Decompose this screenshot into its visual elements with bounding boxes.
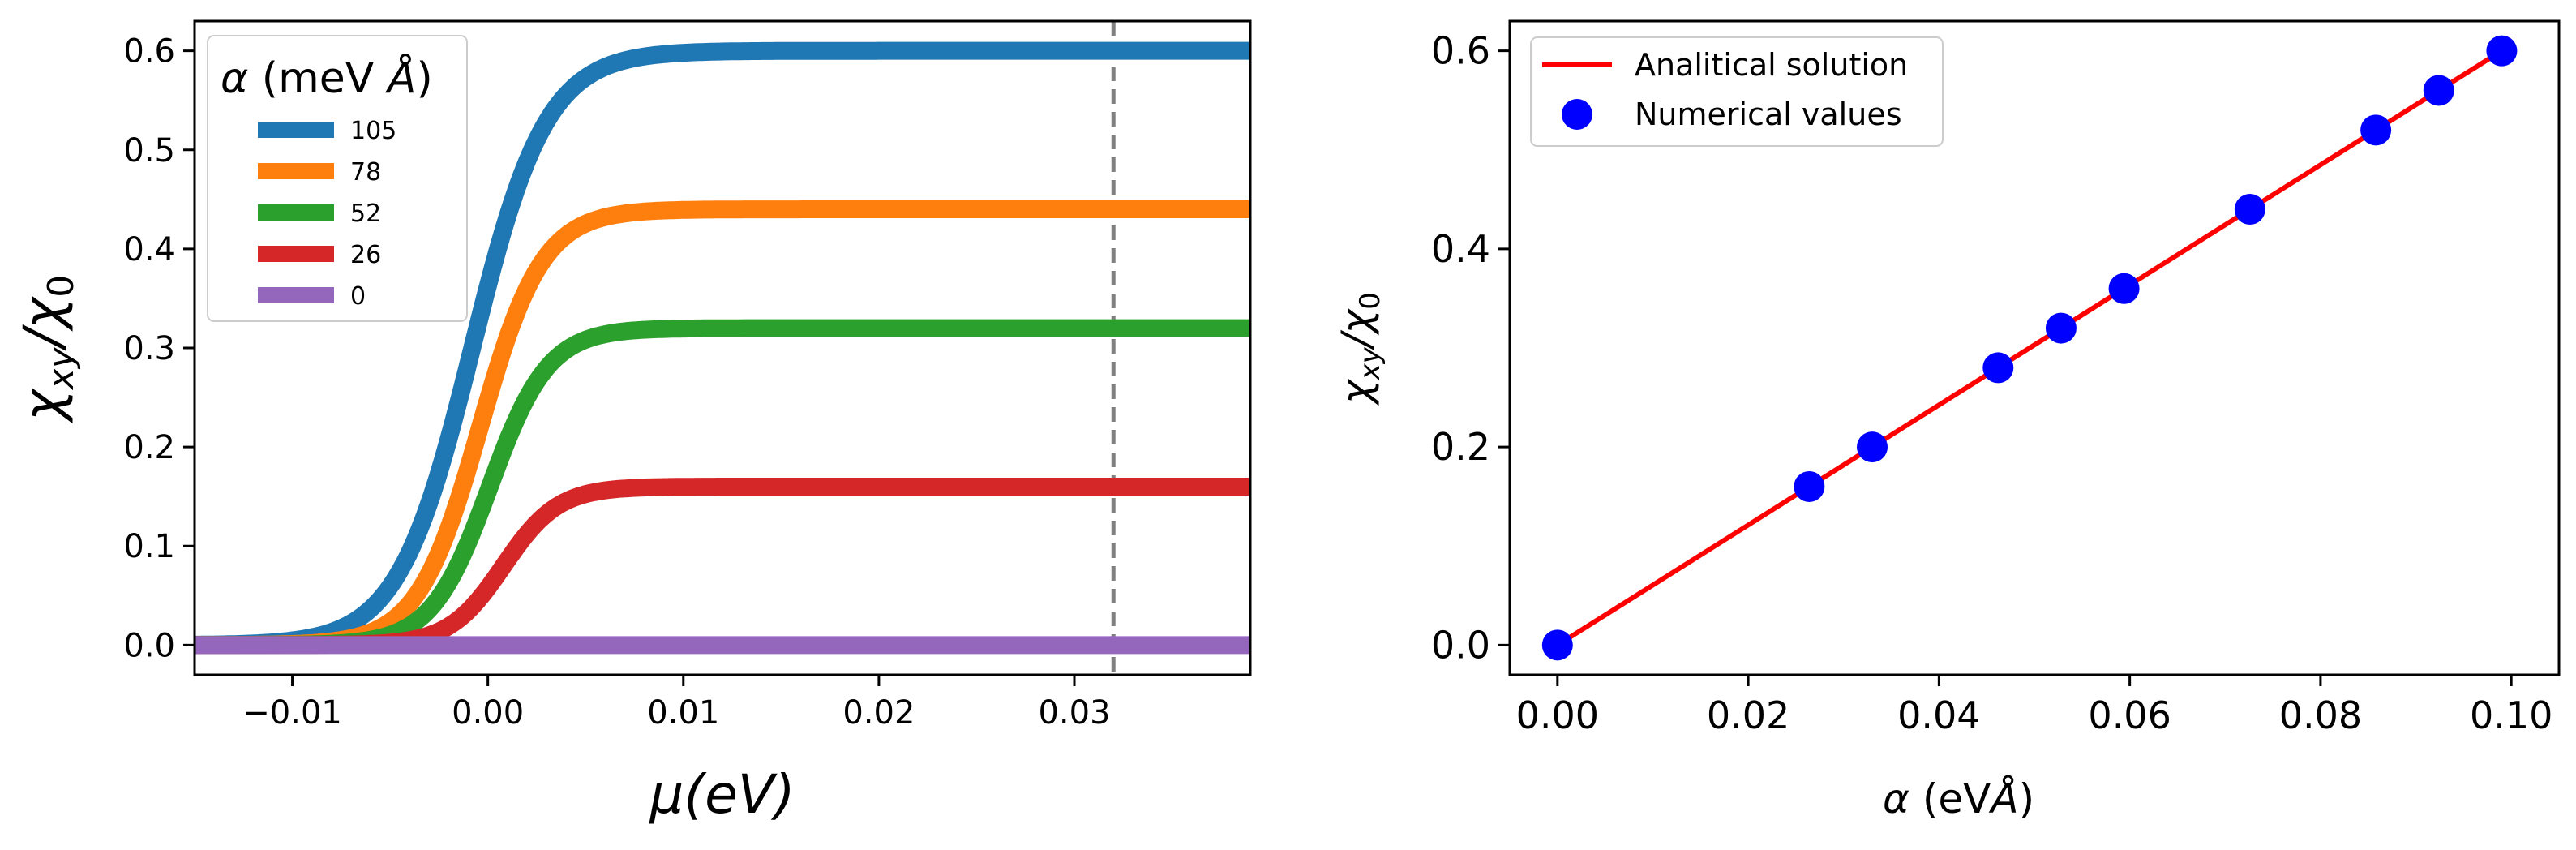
right-x-axis-label: α (eVÅ) [1883,775,2034,822]
right-y-tick-label: 0.2 [1431,425,1490,469]
numerical-value-point [1541,629,1573,661]
right-x-tick-label: 0.06 [2088,693,2171,737]
numerical-value-point [2234,194,2265,225]
left-x-tick-label: −0.01 [242,694,342,732]
right-chart-panel: 0.00 0.02 0.04 0.06 0.08 0.10 0.0 0.2 0.4 0.6 χx… [1333,19,2561,822]
right-x-tick-label: 0.08 [2279,693,2362,737]
left-y-axis-label: χxy/χ0 [12,275,82,423]
left-legend: α (meV Å) 105 78 52 26 0 [207,35,468,322]
numerical-value-point [2108,273,2140,304]
legend-swatch-78 [258,163,334,179]
right-y-tick-label: 0.4 [1431,227,1490,271]
legend-swatch-105 [258,122,334,138]
numerical-value-point [2423,75,2454,106]
right-legend-box [1530,36,1944,147]
left-y-tick-label: 0.2 [123,429,175,466]
left-y-tick-label: 0.0 [123,627,175,664]
legend-swatch-26 [258,246,334,262]
right-x-tick-label: 0.04 [1897,693,1980,737]
left-x-ticks: −0.01 0.00 0.01 0.02 0.03 [242,675,1111,732]
legend-analytical-label: Analitical solution [1635,47,1908,83]
legend-label-52: 52 [350,200,381,228]
right-x-tick-label: 0.02 [1707,693,1789,737]
left-x-tick-label: 0.00 [452,694,524,732]
left-y-ticks: 0.0 0.1 0.2 0.3 0.4 0.5 0.6 [123,33,195,664]
left-y-tick-label: 0.5 [123,132,175,170]
right-y-ticks: 0.0 0.2 0.4 0.6 [1431,29,1510,667]
numerical-value-point [2360,114,2392,146]
numerical-value-point [2486,35,2518,67]
left-legend-title: α (meV Å) [221,53,433,103]
analytical-solution-line [1556,49,2504,647]
right-y-tick-label: 0.0 [1431,623,1490,667]
left-y-tick-label: 0.6 [123,33,175,71]
legend-swatch-0 [258,287,334,303]
right-y-tick-label: 0.6 [1431,29,1490,73]
numerical-value-point [2045,312,2077,344]
right-axes-frame [1508,19,2561,676]
right-x-tick-label: 0.00 [1516,693,1599,737]
legend-label-105: 105 [350,117,396,145]
left-legend-entries: 105 78 52 26 0 [258,117,396,311]
legend-label-26: 26 [350,241,381,269]
numerical-value-point [1794,470,1825,502]
series-line-105 [195,41,1250,654]
left-y-tick-label: 0.1 [123,528,175,565]
legend-numerical-marker-swatch [1562,99,1592,130]
right-x-ticks: 0.00 0.02 0.04 0.06 0.08 0.10 [1516,675,2552,737]
numerical-value-point [1857,431,1888,463]
left-x-tick-label: 0.02 [842,694,915,732]
right-plot-area [1541,35,2518,661]
left-x-tick-label: 0.03 [1038,694,1110,732]
left-plot-area [195,21,1250,675]
right-legend: Analitical solution Numerical values [1530,36,1944,147]
left-y-tick-label: 0.4 [123,231,175,268]
legend-label-78: 78 [350,158,381,187]
left-x-axis-label: μ(eV) [649,763,795,826]
legend-label-0: 0 [350,282,366,311]
legend-numerical-label: Numerical values [1635,97,1902,132]
left-y-tick-label: 0.3 [123,330,175,367]
left-chart-panel: −0.01 0.00 0.01 0.02 0.03 0.0 0.1 0.2 0.3 0.4 0.5… [12,19,1252,826]
right-x-tick-label: 0.10 [2470,693,2552,737]
right-y-axis-label: χxy/χ0 [1333,292,1387,406]
left-x-tick-label: 0.01 [647,694,719,732]
legend-swatch-52 [258,204,334,221]
numerical-value-point [1982,352,2014,384]
